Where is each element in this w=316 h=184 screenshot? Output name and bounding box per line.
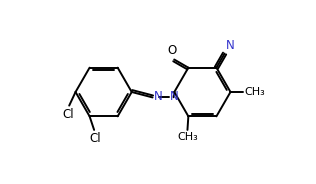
Text: CH₃: CH₃ [177,132,198,142]
Text: Cl: Cl [63,108,74,121]
Text: Cl: Cl [89,132,101,145]
Text: O: O [167,44,177,57]
Text: CH₃: CH₃ [244,87,264,97]
Text: N: N [226,39,235,52]
Text: N: N [169,90,178,103]
Text: N: N [154,90,162,103]
